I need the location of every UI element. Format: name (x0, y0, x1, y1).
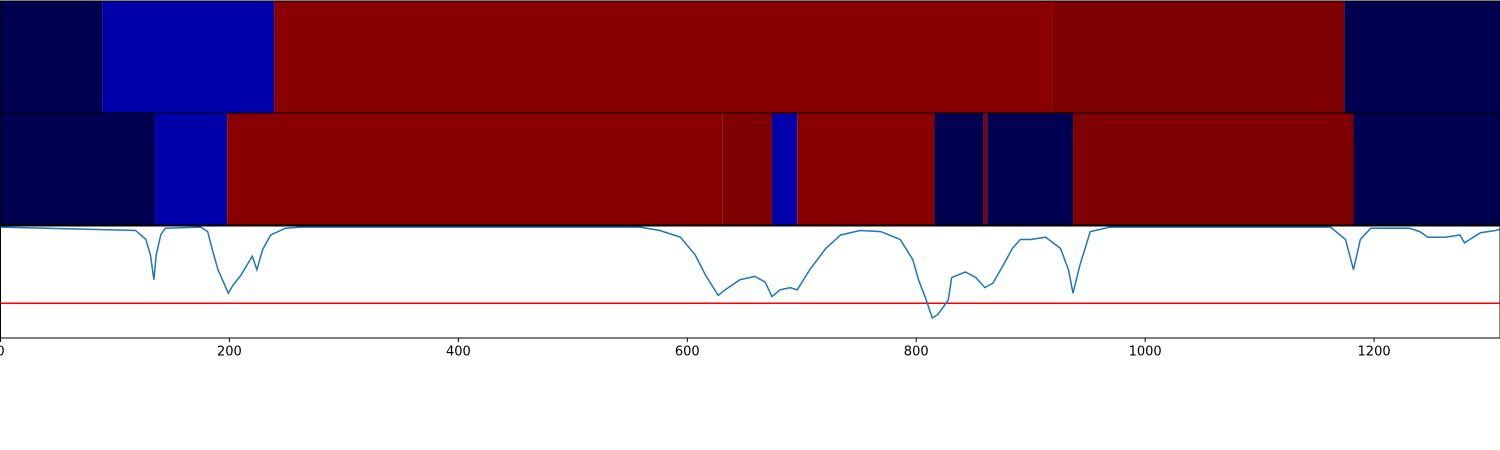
segment (227, 113, 723, 225)
segment (983, 113, 988, 225)
segment (797, 113, 935, 225)
x-tick-label: 0 (0, 345, 5, 360)
segment (771, 113, 798, 225)
segment (934, 113, 984, 225)
segment (1073, 113, 1354, 225)
segment (987, 113, 1074, 225)
segment (1052, 1, 1345, 113)
x-tick-label: 1000 (1129, 345, 1162, 360)
x-tick-label: 1200 (1358, 345, 1391, 360)
segment (274, 1, 1053, 113)
axes-frame (0, 112, 1500, 226)
x-tick-label: 800 (904, 345, 929, 360)
segment (0, 1, 103, 113)
segment (722, 113, 772, 225)
segment (1353, 113, 1500, 225)
segment (155, 113, 228, 225)
x-tick-label: 600 (675, 345, 700, 360)
line (0, 226, 1500, 319)
segment (1344, 1, 1500, 113)
segment (0, 113, 156, 225)
x-tick-label: 400 (446, 345, 471, 360)
x-tick-label: 200 (217, 345, 242, 360)
axes-frame (0, 225, 1500, 339)
segment (102, 1, 275, 113)
